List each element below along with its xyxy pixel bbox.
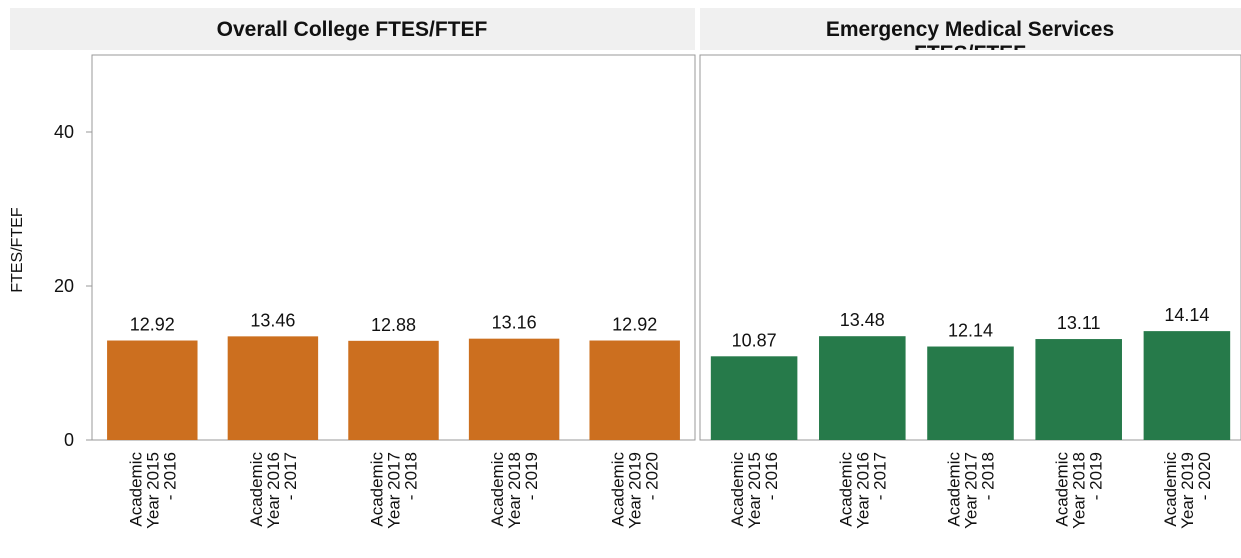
y-tick-label: 0: [64, 430, 74, 450]
value-label: 12.92: [130, 315, 175, 335]
bar: [1143, 331, 1231, 440]
x-tick-label: AcademicYear 2015- 2016: [728, 452, 781, 529]
value-label: 13.46: [250, 310, 295, 330]
y-tick-label: 20: [54, 276, 74, 296]
x-tick-label: AcademicYear 2018- 2019: [1053, 452, 1106, 529]
bar: [468, 338, 560, 440]
value-label: 13.48: [840, 310, 885, 330]
bar: [348, 340, 439, 440]
y-tick-label: 40: [54, 122, 74, 142]
x-tick-label: AcademicYear 2018- 2019: [488, 452, 541, 529]
value-label: 13.11: [1057, 313, 1101, 333]
x-tick-label: AcademicYear 2016- 2017: [836, 452, 889, 529]
y-axis-label: FTES/FTEF: [9, 207, 26, 293]
x-tick-label: AcademicYear 2019- 2020: [609, 452, 662, 529]
value-label: 12.92: [612, 315, 657, 335]
x-tick-label: AcademicYear 2015- 2016: [126, 452, 179, 529]
bar: [1035, 339, 1122, 440]
x-tick-label: AcademicYear 2017- 2018: [368, 452, 421, 529]
header-band: [700, 8, 1241, 50]
x-tick-label: AcademicYear 2017- 2018: [945, 452, 998, 529]
panel-title: Overall College FTES/FTEF: [217, 18, 488, 41]
bar: [927, 346, 1014, 440]
panel-title: Emergency Medical Services FTES/FTEF: [826, 18, 1114, 65]
bar: [107, 340, 198, 440]
x-tick-label: AcademicYear 2016- 2017: [247, 452, 300, 529]
value-label: 13.16: [492, 313, 537, 333]
value-label: 14.14: [1164, 305, 1209, 325]
bar: [819, 336, 906, 440]
bar: [589, 340, 680, 440]
x-tick-label: AcademicYear 2019- 2020: [1161, 452, 1214, 529]
value-label: 12.88: [371, 315, 416, 335]
value-label: 10.87: [732, 330, 777, 350]
bar: [710, 356, 798, 440]
value-label: 12.14: [948, 321, 993, 341]
header-band: [10, 8, 695, 50]
bar: [227, 336, 319, 440]
header-clip: Emergency Medical Services FTES/FTEF: [826, 18, 1114, 65]
